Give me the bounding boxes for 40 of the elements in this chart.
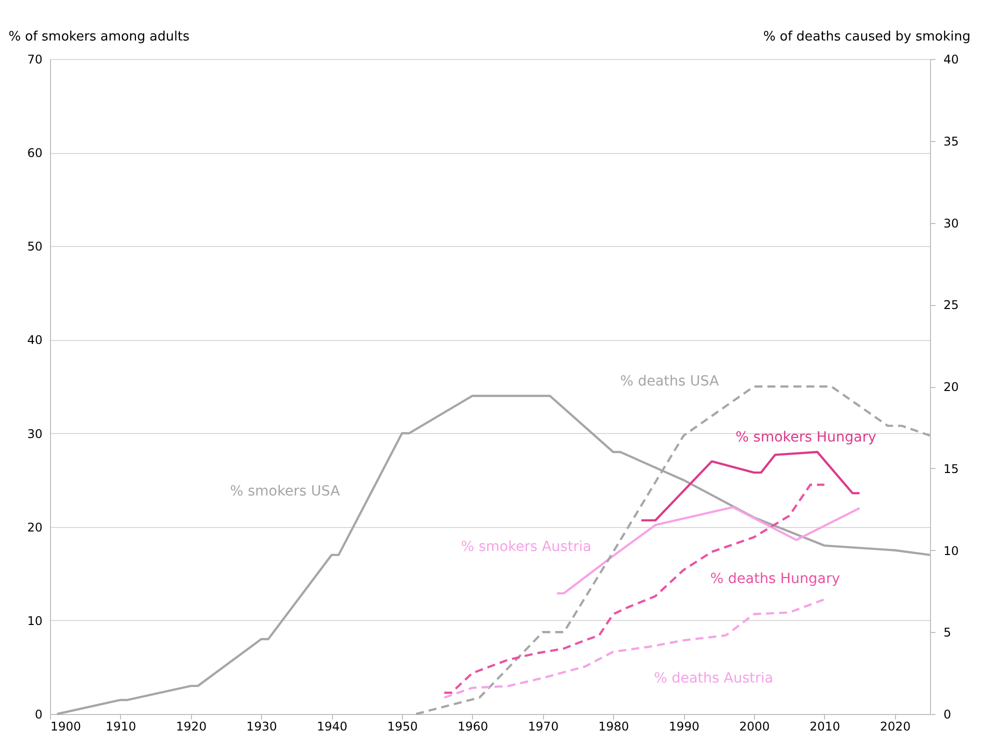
- y2-tick-label: 5: [944, 626, 952, 640]
- y2-tick-label: 35: [944, 134, 959, 148]
- y-tick-label: 20: [27, 520, 42, 534]
- y2-tick-label: 0: [944, 708, 952, 722]
- y2-tick-label: 30: [944, 216, 959, 230]
- y-tick-label: 10: [27, 614, 42, 628]
- y-tick-label: 60: [27, 146, 42, 160]
- x-tick-label: 1960: [458, 720, 488, 734]
- y2-axis-title: % of deaths caused by smoking: [763, 30, 970, 44]
- series-label: % deaths USA: [620, 373, 720, 390]
- x-tick-label: 1980: [598, 720, 629, 734]
- y2-tick-label: 20: [944, 380, 959, 394]
- y-tick-label: 30: [27, 426, 42, 441]
- series-label: % smokers Austria: [460, 538, 592, 555]
- y-tick-label: 0: [34, 708, 42, 722]
- x-tick-label: 2010: [810, 720, 840, 734]
- x-tick-label: 1970: [528, 720, 559, 734]
- x-tick-label: 1940: [316, 720, 348, 734]
- x-tick-label: 1920: [176, 720, 207, 734]
- series-label: % smokers Hungary: [736, 430, 876, 446]
- x-tick-label: 2000: [739, 720, 770, 734]
- y-tick-label: 70: [27, 52, 42, 66]
- x-tick-label: 2020: [880, 720, 911, 734]
- x-tick-label: 1990: [668, 720, 700, 734]
- y-axis-title: % of smokers among adults: [8, 30, 190, 44]
- y2-tick-label: 25: [944, 298, 959, 312]
- y-tick-label: 50: [27, 240, 42, 254]
- x-tick-label: 1950: [387, 720, 418, 734]
- x-tick-label: 1910: [106, 720, 136, 734]
- y2-tick-label: 15: [944, 462, 959, 476]
- y-tick-label: 40: [27, 333, 42, 348]
- y2-tick-label: 40: [944, 52, 959, 66]
- x-tick-label: 1900: [50, 720, 82, 734]
- line-series: [443, 598, 826, 699]
- line-series: [640, 450, 861, 522]
- y2-tick-label: 10: [944, 544, 959, 558]
- x-tick-label: 1930: [246, 720, 277, 734]
- series-label: % deaths Austria: [654, 670, 774, 687]
- series-label: % deaths Hungary: [710, 571, 840, 588]
- series-label: % smokers USA: [230, 483, 340, 500]
